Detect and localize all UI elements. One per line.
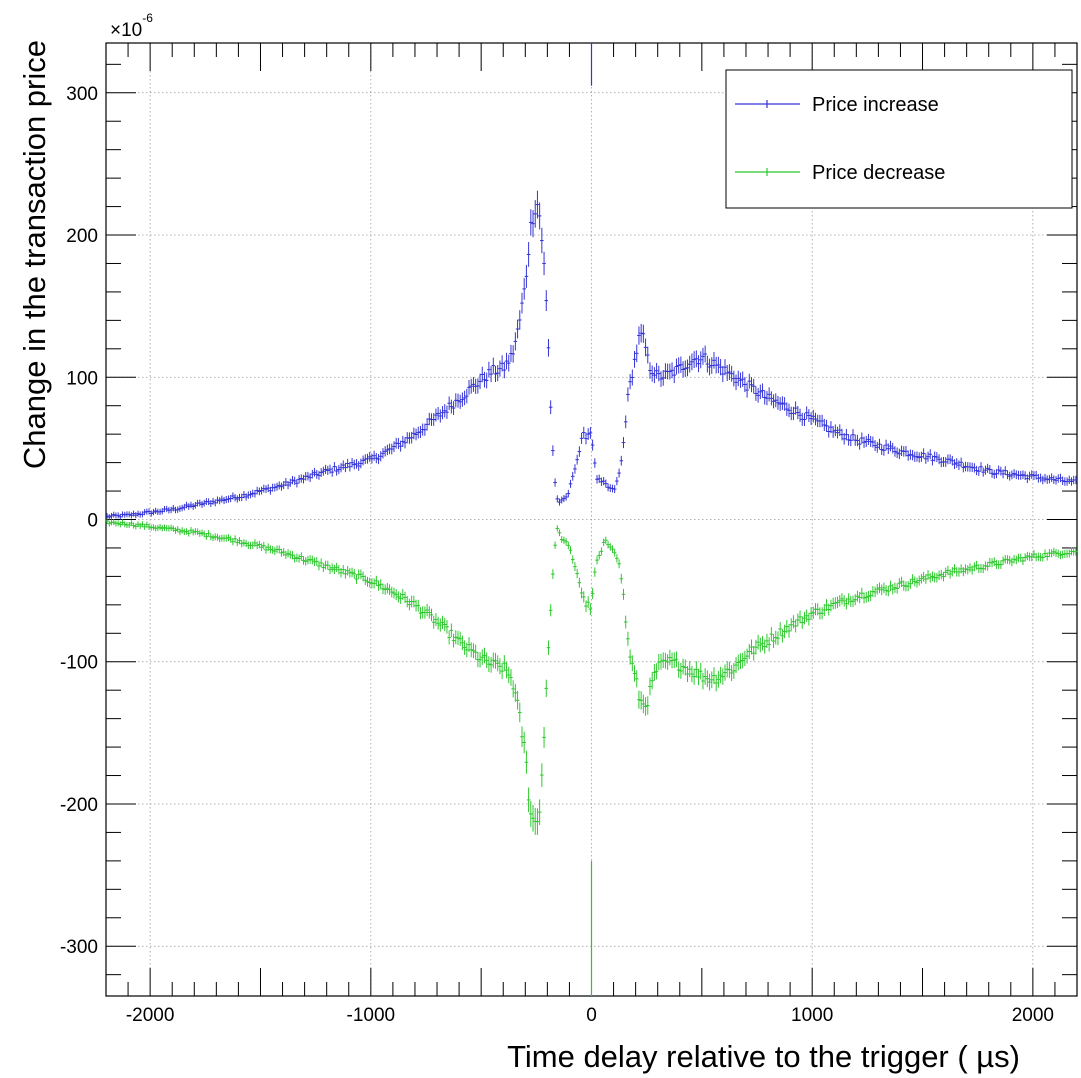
y-axis-title: Change in the transaction price [17,40,52,469]
y-tick-label: 200 [66,226,98,247]
y-multiplier-exponent: -6 [142,11,153,25]
legend: Price increase Price decrease [725,69,1073,209]
legend-label-increase: Price increase [812,94,939,116]
y-tick-label: 300 [66,84,98,105]
x-tick-labels: -2000 -1000 0 1000 2000 [126,1005,1054,1026]
series-price-decrease [105,518,1078,835]
y-tick-label: -200 [60,795,98,816]
x-axis-title: Time delay relative to the trigger ( µs) [507,1039,1020,1074]
legend-label-decrease: Price decrease [812,162,945,184]
x-tick-label: -1000 [347,1005,396,1026]
y-tick-label: -300 [60,937,98,958]
y-multiplier-label: ×10-6 [110,11,153,41]
x-tick-label: -2000 [126,1005,175,1026]
legend-box [725,69,1073,209]
x-tick-label: 0 [586,1005,597,1026]
y-tick-labels: -300 -200 -100 0 100 200 300 [60,84,98,958]
y-tick-label: 0 [87,511,98,532]
y-tick-label: 100 [66,368,98,389]
y-multiplier-base: ×10 [110,20,142,41]
axis-ticks [105,43,1078,996]
x-tick-label: 1000 [791,1005,833,1026]
y-tick-label: -100 [60,653,98,674]
data-series [105,43,1078,996]
series-price-increase [105,190,1078,520]
x-tick-label: 2000 [1012,1005,1054,1026]
